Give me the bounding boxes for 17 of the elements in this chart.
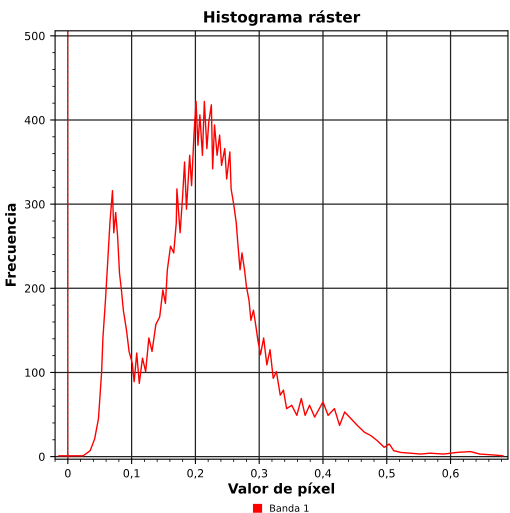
y-axis-title: Frecuencia <box>5 204 16 286</box>
y-tick-label: 100 <box>25 368 45 377</box>
x-axis-title: Valor de píxel <box>228 482 334 496</box>
x-tick-label: 0,1 <box>124 469 140 479</box>
x-tick-label: 0,5 <box>378 469 395 479</box>
y-tick-label: 500 <box>25 32 45 40</box>
legend-label: Banda 1 <box>270 504 308 512</box>
y-tick-label: 400 <box>24 116 45 124</box>
y-tick-label: 200 <box>24 284 45 293</box>
chart-title: Histograma ráster <box>204 10 360 26</box>
x-tick-label: 0,2 <box>187 469 204 479</box>
x-tick-label: 0,6 <box>442 469 459 479</box>
x-tick-label: 0,3 <box>251 469 268 479</box>
x-tick-label: 0 <box>65 469 71 478</box>
y-tick-label: 0 <box>39 452 45 461</box>
x-tick-label: 0,4 <box>314 469 332 479</box>
y-tick-label: 300 <box>24 200 45 209</box>
